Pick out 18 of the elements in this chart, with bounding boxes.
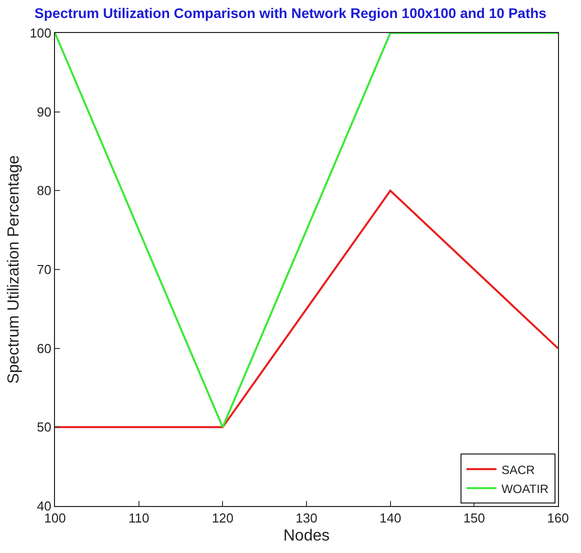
y-tick-label: 50 xyxy=(36,420,52,435)
x-tick-label: 140 xyxy=(379,510,402,526)
y-tick-label: 60 xyxy=(36,340,52,356)
x-tick-label: 120 xyxy=(212,510,234,526)
x-tick-label: 130 xyxy=(296,510,318,526)
y-tick-label: 90 xyxy=(36,104,52,120)
x-tick-label: 150 xyxy=(463,510,486,526)
x-axis-title: Nodes xyxy=(283,527,330,544)
y-tick-label: 40 xyxy=(36,498,52,514)
legend-label: SACR xyxy=(501,462,536,477)
x-tick-label: 110 xyxy=(128,510,150,526)
y-tick-label: 80 xyxy=(36,183,52,198)
y-axis-title: Spectrum Utilization Percentage xyxy=(6,155,23,384)
y-tick-label: 100 xyxy=(30,26,52,41)
chart-title: Spectrum Utilization Comparison with Network Region 100x100 and 10 Paths xyxy=(34,5,547,22)
legend-label: WOATIR xyxy=(501,482,549,496)
x-tick-label: 160 xyxy=(547,510,569,526)
y-tick-label: 70 xyxy=(36,262,52,278)
